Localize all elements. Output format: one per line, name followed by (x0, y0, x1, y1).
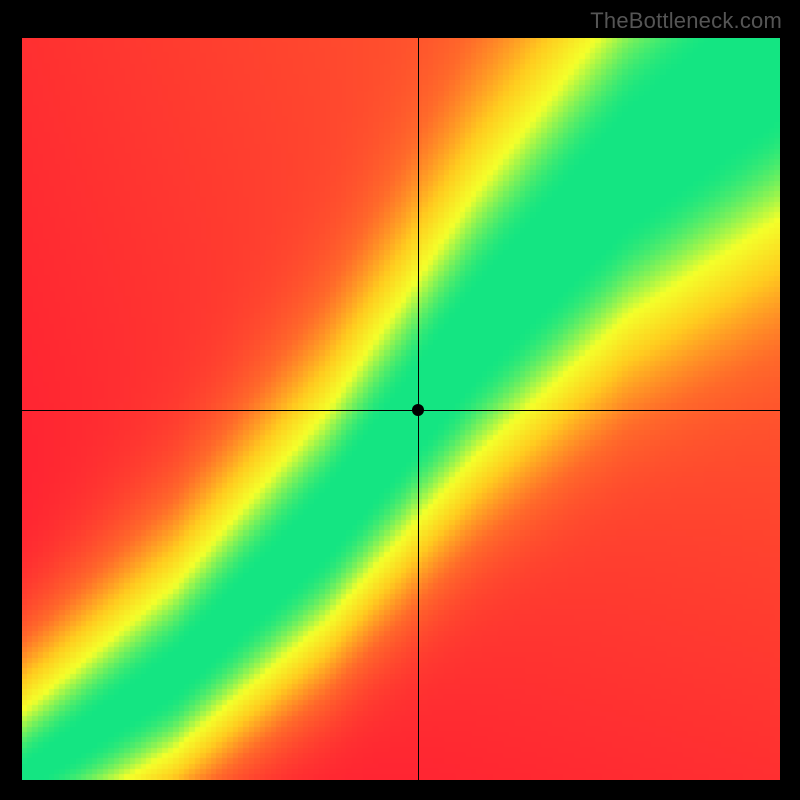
watermark-text: TheBottleneck.com (590, 8, 782, 34)
selection-marker-dot (412, 404, 424, 416)
crosshair-horizontal-line (22, 410, 780, 412)
plot-area (22, 38, 780, 780)
chart-frame: TheBottleneck.com (0, 0, 800, 800)
